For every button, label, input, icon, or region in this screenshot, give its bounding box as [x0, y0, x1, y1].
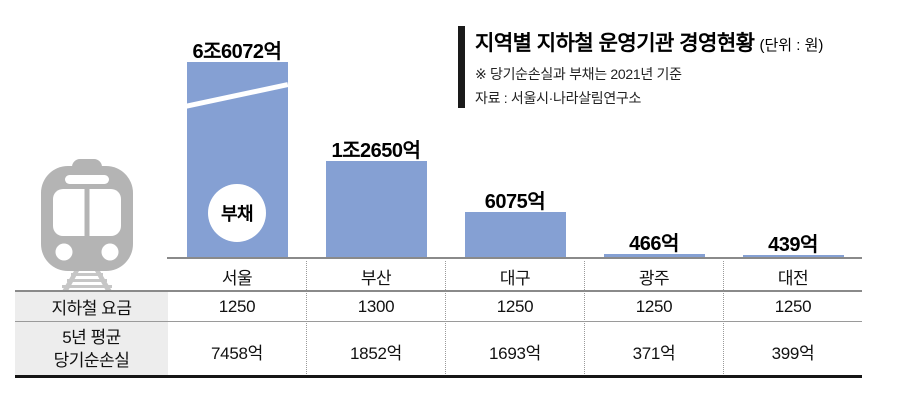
- debt-badge: 부채: [208, 184, 266, 242]
- basis-note: ※ 당기순손실과 부채는 2021년 기준: [475, 66, 682, 82]
- column-separator: [306, 261, 307, 376]
- fare-cell-seoul: 1250: [218, 297, 256, 316]
- source-note: 자료 : 서울시·나라살림연구소: [475, 90, 642, 106]
- table-bottom-border: [15, 375, 862, 378]
- column-separator: [445, 261, 446, 376]
- bar-gwangju: [603, 254, 705, 259]
- column-separator: [584, 261, 585, 376]
- bar-value-label-gwangju: 466억: [629, 233, 679, 255]
- bar-value-label-daegu: 6075억: [484, 191, 546, 213]
- bar-value-label-daejeon: 439억: [768, 234, 818, 256]
- table-header-column-bg: [15, 291, 168, 376]
- x-axis-line: [167, 257, 862, 259]
- table-top-border: [15, 290, 862, 292]
- x-axis-label-daegu: 대구: [499, 269, 531, 288]
- x-axis-label-daejeon: 대전: [777, 269, 809, 288]
- x-axis-label-seoul: 서울: [221, 269, 253, 288]
- bar-value-label-seoul: 6조6072억: [192, 41, 282, 63]
- bar-daegu: [464, 212, 566, 259]
- row-header-net-loss: 5년 평균 당기순손실: [53, 328, 130, 370]
- fare-cell-daejeon: 1250: [774, 297, 812, 316]
- net-loss-cell-seoul: 7458억: [211, 344, 263, 363]
- table-row-divider: [15, 321, 862, 322]
- column-separator: [723, 261, 724, 376]
- row-header-fare: 지하철 요금: [51, 299, 132, 318]
- chart-title-line: 지역별 지하철 운영기관 경영현황 (단위 : 원): [475, 27, 823, 57]
- subway-train-icon: [41, 159, 133, 291]
- bar-busan: [325, 161, 427, 259]
- debt-badge-label: 부채: [220, 204, 254, 224]
- x-axis-label-gwangju: 광주: [638, 269, 670, 288]
- unit-label: (단위 : 원): [759, 37, 824, 54]
- net-loss-cell-daegu: 1693억: [489, 344, 541, 363]
- fare-cell-busan: 1300: [357, 297, 395, 316]
- x-axis-label-busan: 부산: [360, 269, 392, 288]
- fare-cell-gwangju: 1250: [635, 297, 673, 316]
- bar-value-label-busan: 1조2650억: [331, 140, 421, 162]
- net-loss-cell-gwangju: 371억: [632, 344, 676, 363]
- chart-header: 지역별 지하철 운영기관 경영현황 (단위 : 원) ※ 당기순손실과 부채는 2…: [458, 26, 823, 108]
- fare-cell-daegu: 1250: [496, 297, 534, 316]
- chart-title: 지역별 지하철 운영기관 경영현황: [475, 32, 755, 55]
- net-loss-cell-daejeon: 399억: [771, 344, 815, 363]
- net-loss-cell-busan: 1852억: [350, 344, 402, 363]
